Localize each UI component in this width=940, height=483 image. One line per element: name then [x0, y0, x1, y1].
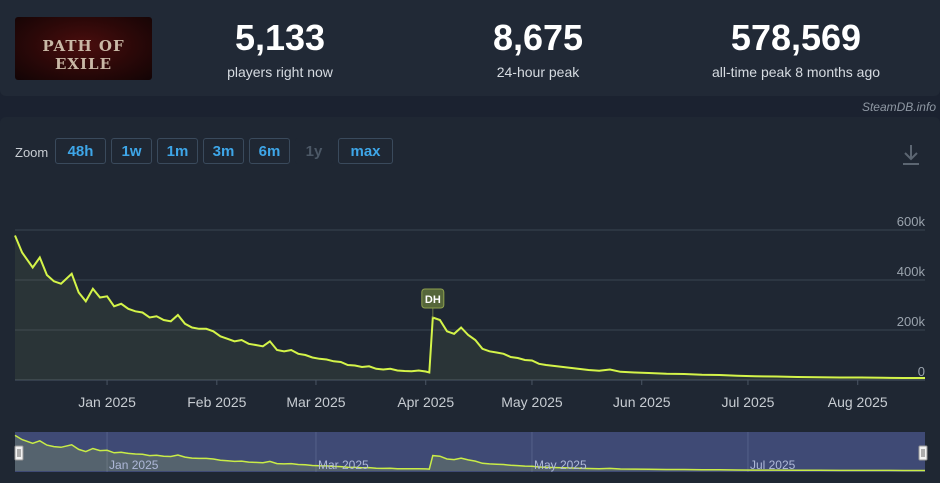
- all-time-peak-label: all-time peak 8 months ago: [711, 64, 881, 80]
- navigator-selection[interactable]: [15, 432, 925, 472]
- x-tick-label: Jun 2025: [613, 394, 671, 410]
- navigator-right-handle[interactable]: [918, 445, 928, 461]
- zoom-label: Zoom: [15, 145, 49, 160]
- y-tick-label: 0: [918, 364, 925, 379]
- stat-all-time-peak: 578,569 all-time peak 8 months ago: [686, 17, 906, 81]
- chart-panel: [0, 117, 940, 483]
- zoom-6m-button[interactable]: 6m: [249, 138, 290, 164]
- navigator-line: [14, 434, 925, 472]
- x-tick-label: Feb 2025: [187, 394, 246, 410]
- zoom-1m-button[interactable]: 1m: [157, 138, 198, 164]
- x-tick-label: Jan 2025: [78, 394, 136, 410]
- navigator-area: [15, 435, 925, 471]
- zoom-1y-button: 1y: [295, 138, 333, 164]
- annotation-label: DH: [425, 294, 441, 306]
- x-tick-label: Aug 2025: [828, 394, 888, 410]
- x-tick-label: May 2025: [501, 394, 563, 410]
- peak-24h-value: 8,675: [492, 17, 584, 58]
- players-now-value: 5,133: [234, 17, 326, 58]
- zoom-max-button[interactable]: max: [338, 138, 393, 164]
- navigator-tick-label: Jul 2025: [750, 458, 796, 472]
- x-tick-label: Mar 2025: [286, 394, 345, 410]
- x-tick-label: Apr 2025: [397, 394, 454, 410]
- y-tick-label: 400k: [897, 264, 926, 279]
- stat-24h-peak: 8,675 24-hour peak: [428, 17, 648, 81]
- y-tick-label: 200k: [897, 314, 926, 329]
- game-logo[interactable]: PATH OF EXILE: [15, 17, 152, 80]
- navigator-tick-label: Jan 2025: [109, 458, 159, 472]
- stats-header: PATH OF EXILE 5,133 players right now 8,…: [0, 0, 940, 96]
- navigator-tick-label: May 2025: [534, 458, 587, 472]
- steamdb-credit[interactable]: SteamDB.info: [861, 100, 936, 114]
- player-count-line: [14, 235, 925, 379]
- stat-players-now: 5,133 players right now: [170, 17, 390, 81]
- range-navigator[interactable]: Jan 2025 Mar 2025 May 2025 Jul 2025: [0, 430, 940, 475]
- zoom-3m-button[interactable]: 3m: [203, 138, 244, 164]
- download-icon[interactable]: [900, 143, 922, 167]
- player-count-chart[interactable]: 0 200k 400k 600k Jan 2025 Feb 2025 Mar 2025 Ap…: [0, 180, 940, 412]
- zoom-1w-button[interactable]: 1w: [111, 138, 152, 164]
- navigator-tick-label: Mar 2025: [318, 458, 369, 472]
- peak-24h-label: 24-hour peak: [496, 64, 580, 80]
- annotation-flag[interactable]: [421, 288, 445, 309]
- logo-text: PATH OF EXILE: [42, 37, 125, 73]
- zoom-48h-button[interactable]: 48h: [55, 138, 106, 164]
- all-time-peak-value: 578,569: [730, 17, 862, 58]
- series-area: [15, 235, 925, 380]
- players-now-label: players right now: [227, 64, 333, 80]
- x-tick-label: Jul 2025: [721, 394, 774, 410]
- navigator-left-handle[interactable]: [14, 445, 24, 461]
- y-tick-label: 600k: [897, 214, 926, 229]
